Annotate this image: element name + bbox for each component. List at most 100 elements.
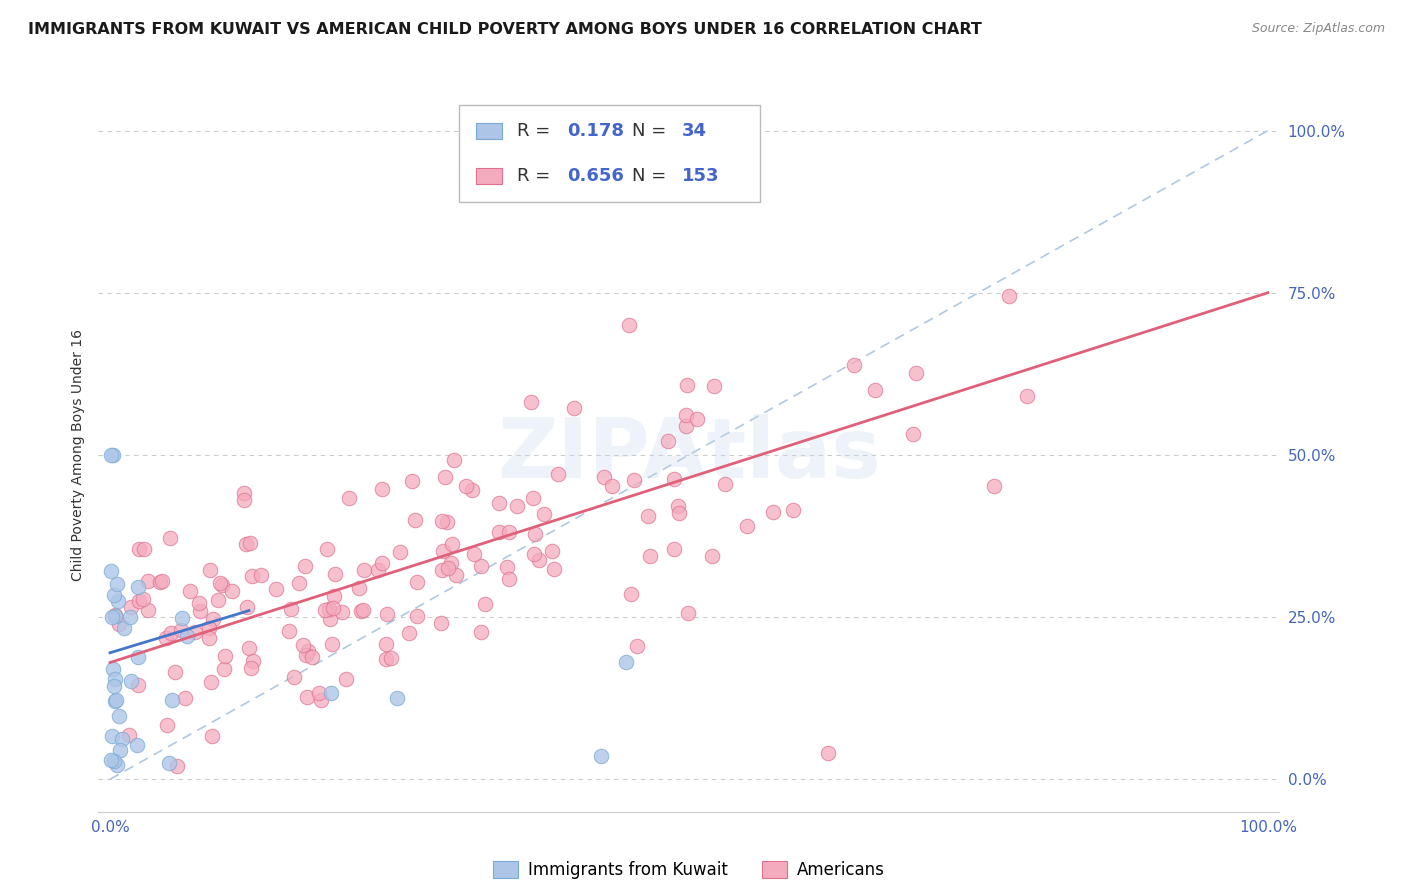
Point: [404, 513, 426, 527]
Point: [436, 515, 458, 529]
Point: [686, 412, 709, 426]
Point: [700, 549, 723, 563]
Point: [905, 366, 928, 380]
Point: [295, 648, 318, 663]
Point: [460, 483, 482, 497]
Point: [162, 693, 184, 707]
Point: [352, 602, 374, 616]
FancyBboxPatch shape: [477, 123, 502, 139]
Text: 0.178: 0.178: [567, 122, 624, 140]
Text: 0.656: 0.656: [567, 167, 624, 185]
Point: [165, 665, 187, 680]
Point: [101, 729, 124, 743]
Point: [120, 673, 142, 688]
Text: 34: 34: [682, 122, 707, 140]
Point: [311, 692, 333, 706]
Point: [488, 496, 510, 510]
Point: [762, 505, 785, 519]
Point: [157, 756, 180, 770]
Point: [127, 580, 149, 594]
Point: [103, 754, 125, 768]
Point: [323, 589, 346, 603]
Point: [430, 514, 453, 528]
Point: [103, 588, 125, 602]
Point: [498, 572, 520, 586]
Point: [737, 519, 759, 533]
Text: IMMIGRANTS FROM KUWAIT VS AMERICAN CHILD POVERTY AMONG BOYS UNDER 16 CORRELATION: IMMIGRANTS FROM KUWAIT VS AMERICAN CHILD…: [28, 22, 981, 37]
Point: [148, 575, 170, 590]
Point: [337, 491, 360, 505]
Point: [128, 542, 150, 557]
Point: [463, 547, 485, 561]
Point: [676, 377, 699, 392]
Point: [432, 543, 454, 558]
Point: [264, 582, 287, 597]
Point: [863, 383, 886, 397]
Point: [212, 662, 235, 676]
Point: [108, 742, 131, 756]
Point: [179, 584, 201, 599]
Point: [375, 637, 398, 651]
Point: [401, 474, 423, 488]
Point: [620, 587, 643, 601]
Point: [666, 499, 689, 513]
Point: [214, 648, 236, 663]
Point: [657, 434, 679, 448]
Point: [844, 358, 866, 372]
Point: [623, 474, 645, 488]
Point: [637, 509, 659, 524]
Text: R =: R =: [516, 167, 555, 185]
Point: [388, 545, 411, 559]
Point: [496, 560, 519, 574]
Point: [444, 568, 467, 582]
Point: [675, 409, 697, 423]
Point: [371, 556, 394, 570]
Point: [176, 629, 198, 643]
Point: [406, 574, 429, 589]
Point: [280, 601, 302, 615]
Point: [221, 584, 243, 599]
Point: [292, 638, 315, 652]
Point: [441, 537, 464, 551]
Point: [318, 602, 340, 616]
Point: [100, 564, 122, 578]
Point: [406, 608, 429, 623]
Point: [104, 609, 127, 624]
Point: [456, 479, 478, 493]
Point: [433, 470, 456, 484]
Point: [617, 318, 640, 332]
Point: [197, 621, 219, 635]
Point: [1017, 389, 1039, 403]
Point: [437, 561, 460, 575]
Point: [353, 563, 375, 577]
Point: [100, 448, 122, 462]
Point: [242, 654, 264, 668]
Point: [375, 652, 398, 666]
Point: [107, 593, 129, 607]
Point: [998, 289, 1021, 303]
Point: [198, 563, 221, 577]
Point: [150, 574, 173, 589]
Point: [301, 649, 323, 664]
FancyBboxPatch shape: [458, 105, 759, 202]
Point: [901, 427, 924, 442]
Point: [184, 625, 207, 640]
Point: [470, 558, 492, 573]
Point: [714, 476, 737, 491]
Point: [322, 601, 344, 615]
Point: [321, 686, 343, 700]
Point: [387, 690, 409, 705]
Point: [626, 640, 648, 654]
Point: [238, 641, 260, 656]
Point: [159, 531, 181, 545]
Point: [108, 708, 131, 723]
Point: [235, 537, 257, 551]
Point: [523, 547, 546, 561]
Point: [398, 625, 420, 640]
Point: [668, 506, 690, 520]
Point: [104, 693, 127, 707]
Point: [321, 637, 343, 651]
Point: [600, 479, 623, 493]
Point: [134, 542, 156, 557]
Point: [198, 631, 221, 645]
